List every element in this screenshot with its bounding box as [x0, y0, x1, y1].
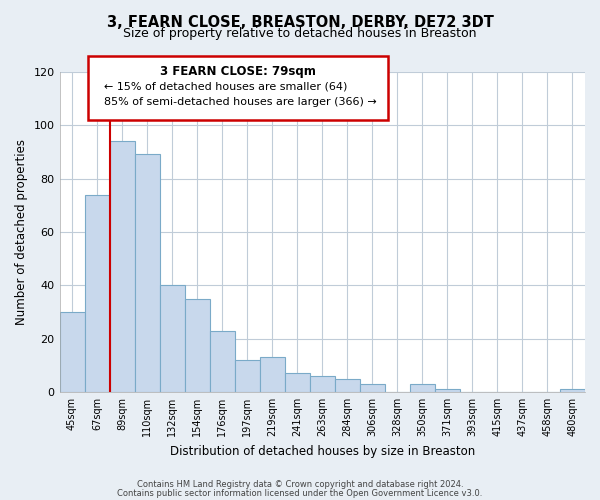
Bar — [59, 312, 85, 392]
Bar — [335, 378, 360, 392]
Bar — [560, 390, 585, 392]
Text: 3 FEARN CLOSE: 79sqm: 3 FEARN CLOSE: 79sqm — [160, 66, 316, 78]
Bar — [185, 298, 209, 392]
FancyBboxPatch shape — [88, 56, 388, 120]
Bar — [85, 194, 110, 392]
Text: Contains public sector information licensed under the Open Government Licence v3: Contains public sector information licen… — [118, 488, 482, 498]
Bar — [310, 376, 335, 392]
Bar — [134, 154, 160, 392]
Text: 85% of semi-detached houses are larger (366) →: 85% of semi-detached houses are larger (… — [104, 98, 377, 108]
Text: ← 15% of detached houses are smaller (64): ← 15% of detached houses are smaller (64… — [104, 82, 347, 92]
Text: Contains HM Land Registry data © Crown copyright and database right 2024.: Contains HM Land Registry data © Crown c… — [137, 480, 463, 489]
X-axis label: Distribution of detached houses by size in Breaston: Distribution of detached houses by size … — [170, 444, 475, 458]
Bar — [110, 141, 134, 392]
Y-axis label: Number of detached properties: Number of detached properties — [15, 139, 28, 325]
Bar — [435, 390, 460, 392]
Bar — [410, 384, 435, 392]
Bar — [209, 330, 235, 392]
Text: Size of property relative to detached houses in Breaston: Size of property relative to detached ho… — [123, 28, 477, 40]
Bar — [235, 360, 260, 392]
Text: 3, FEARN CLOSE, BREASTON, DERBY, DE72 3DT: 3, FEARN CLOSE, BREASTON, DERBY, DE72 3D… — [107, 15, 493, 30]
Bar — [160, 286, 185, 392]
Bar — [360, 384, 385, 392]
Bar — [260, 358, 285, 392]
Bar — [285, 374, 310, 392]
